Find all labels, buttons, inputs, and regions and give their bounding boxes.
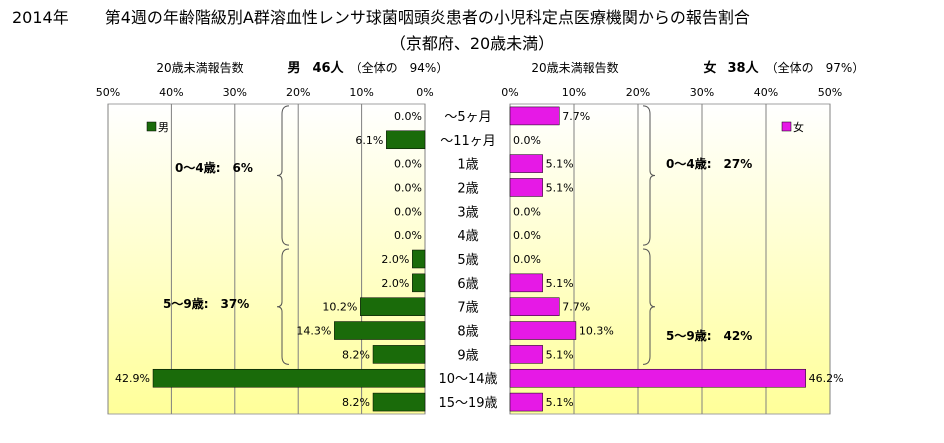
female-bar — [509, 392, 543, 412]
male-plot-area — [107, 103, 426, 415]
male-annotation-5-9: 5～9歳: 37% — [163, 296, 249, 311]
female-plot-area — [509, 103, 831, 415]
male-tick-label: 50% — [96, 86, 120, 99]
female-bar — [509, 368, 806, 388]
female-axis-label: 20歳未満報告数 — [531, 60, 618, 75]
category-label: 8歳 — [457, 325, 478, 340]
male-value-label: 0.0% — [394, 229, 422, 242]
male-tick-label: 40% — [159, 86, 183, 99]
male-bar — [386, 130, 426, 150]
male-value-label: 42.9% — [115, 372, 150, 385]
male-bar — [412, 249, 426, 269]
female-header-count: 38人 — [727, 60, 759, 76]
female-bar — [509, 178, 543, 197]
female-value-label: 46.2% — [809, 372, 844, 385]
category-label: 7歳 — [457, 301, 478, 316]
category-label: ～11ヶ月 — [440, 134, 496, 149]
male-header-sex: 男 — [287, 61, 300, 76]
category-label: 15～19歳 — [438, 396, 497, 411]
male-bar — [372, 345, 426, 364]
female-value-label: 5.1% — [546, 396, 574, 409]
female-value-label: 5.1% — [546, 277, 574, 290]
female-value-label: 5.1% — [546, 348, 574, 361]
male-brace-0-4 — [276, 105, 290, 246]
category-label: ～5ヶ月 — [444, 110, 491, 125]
female-bar — [509, 106, 560, 126]
male-tick-label: 0% — [416, 86, 433, 99]
male-legend-label: 男 — [158, 121, 169, 134]
male-bar — [152, 368, 426, 388]
chart-title: 2014年 第4週の年齢階級別A群溶血性レンサ球菌咽頭炎患者の小児科定点医療機関か… — [12, 4, 750, 28]
male-axis-label: 20歳未満報告数 — [156, 60, 243, 75]
female-bar — [509, 321, 577, 340]
male-bar — [334, 321, 426, 340]
male-bar — [372, 392, 426, 412]
male-tick-label: 10% — [349, 86, 373, 99]
male-bar — [412, 273, 426, 293]
category-label: 10～14歳 — [438, 372, 497, 387]
female-value-label: 0.0% — [513, 229, 541, 242]
female-brace-5-9 — [642, 248, 656, 365]
female-value-label: 7.7% — [562, 110, 590, 123]
male-bar — [360, 297, 426, 316]
male-value-label: 8.2% — [342, 348, 370, 361]
female-tick-label: 30% — [690, 86, 714, 99]
female-header-share: （全体の 97%） — [766, 60, 865, 75]
male-value-label: 14.3% — [296, 325, 331, 338]
male-value-label: 8.2% — [342, 396, 370, 409]
category-label: 4歳 — [457, 229, 478, 244]
chart-subtitle: （京都府、20歳未満） — [389, 34, 555, 53]
male-value-label: 0.0% — [394, 158, 422, 171]
female-annotation-0-4: 0～4歳: 27% — [666, 156, 752, 171]
male-value-label: 2.0% — [381, 277, 409, 290]
category-label: 1歳 — [457, 158, 478, 173]
male-value-label: 0.0% — [394, 110, 422, 123]
female-value-label: 0.0% — [513, 205, 541, 218]
male-value-label: 2.0% — [381, 253, 409, 266]
female-bar — [509, 297, 560, 316]
category-label: 6歳 — [457, 277, 478, 292]
female-tick-label: 10% — [562, 86, 586, 99]
male-annotation-0-4: 0～4歳: 6% — [175, 160, 253, 175]
female-value-label: 7.7% — [562, 301, 590, 314]
male-brace-5-9 — [276, 248, 290, 365]
female-bar — [509, 273, 543, 293]
female-brace-0-4 — [642, 105, 656, 246]
male-value-label: 10.2% — [322, 301, 357, 314]
male-header-count: 46人 — [312, 60, 344, 76]
male-header-share: （全体の 94%） — [350, 60, 449, 75]
male-value-label: 6.1% — [355, 134, 383, 147]
female-header-sex: 女 — [703, 60, 716, 76]
female-value-label: 0.0% — [513, 134, 541, 147]
male-value-label: 0.0% — [394, 205, 422, 218]
female-tick-label: 50% — [818, 86, 842, 99]
male-tick-label: 20% — [286, 86, 310, 99]
female-bar — [509, 345, 543, 364]
female-legend-label: 女 — [793, 120, 804, 134]
male-legend-swatch — [146, 121, 157, 132]
female-annotation-5-9: 5～9歳: 42% — [666, 328, 752, 343]
female-value-label: 10.3% — [579, 325, 614, 338]
female-legend-swatch — [781, 121, 792, 132]
male-value-label: 0.0% — [394, 181, 422, 194]
chart-title-main: 第4週の年齢階級別A群溶血性レンサ球菌咽頭炎患者の小児科定点医療機関からの報告割… — [104, 8, 750, 27]
category-label: 3歳 — [457, 205, 478, 220]
female-tick-label: 20% — [626, 86, 650, 99]
female-value-label: 5.1% — [546, 158, 574, 171]
category-label: 9歳 — [457, 348, 478, 363]
female-tick-label: 40% — [754, 86, 778, 99]
female-value-label: 0.0% — [513, 253, 541, 266]
category-label: 2歳 — [457, 181, 478, 196]
chart-title-year: 2014年 — [12, 8, 69, 27]
female-bar — [509, 154, 543, 173]
category-label: 5歳 — [457, 253, 478, 268]
female-value-label: 5.1% — [546, 181, 574, 194]
male-tick-label: 30% — [223, 86, 247, 99]
female-tick-label: 0% — [501, 86, 518, 99]
